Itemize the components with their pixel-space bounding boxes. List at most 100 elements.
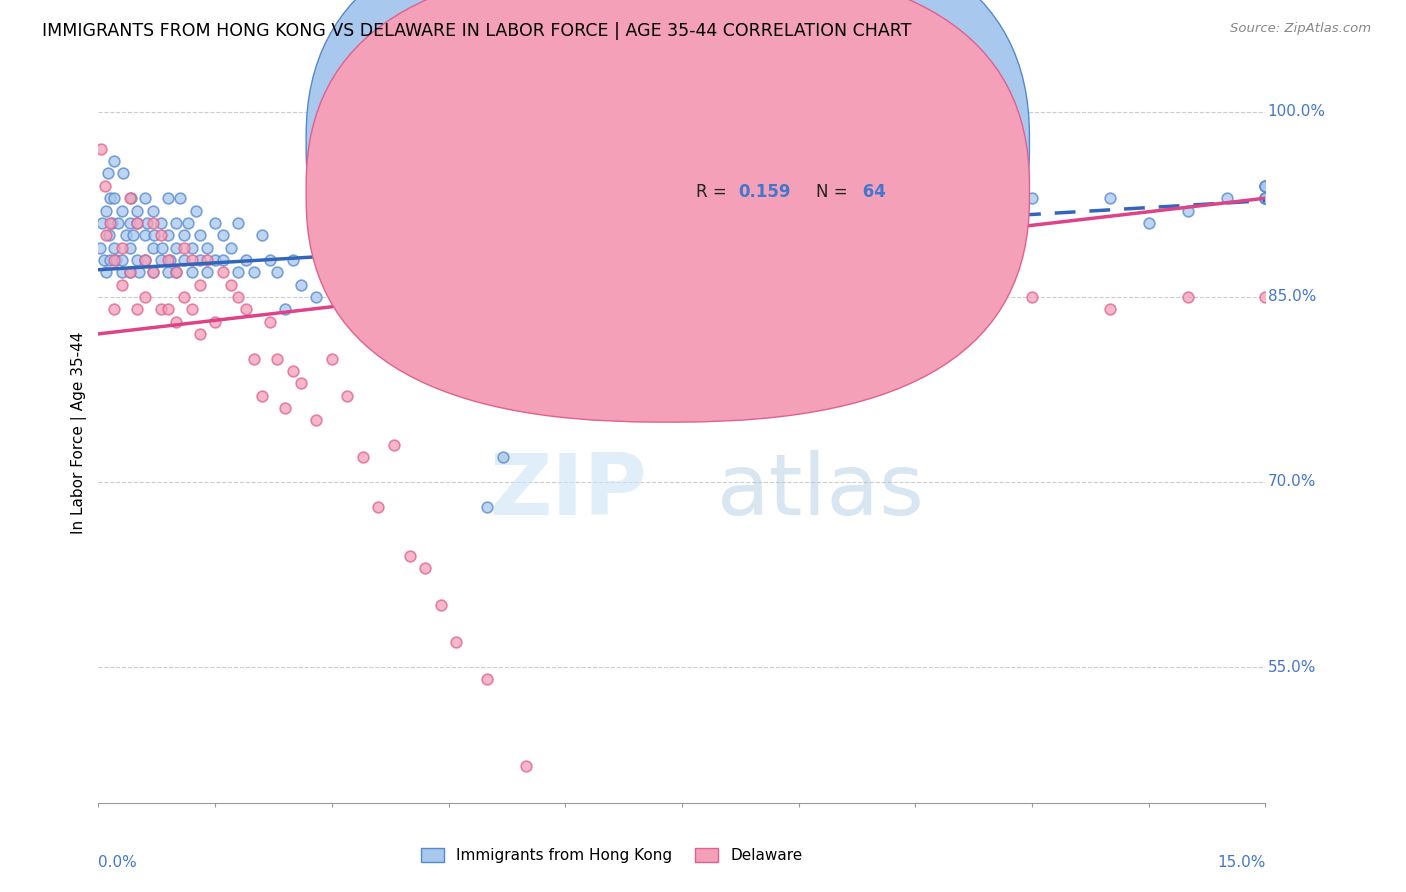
Point: [173, 252, 195, 267]
Text: atlas: atlas: [717, 450, 925, 533]
Point: [710, 290, 733, 304]
Point: [127, 252, 149, 267]
Point: [228, 216, 250, 230]
Point: [111, 252, 134, 267]
Point: [1254, 178, 1277, 193]
Point: [97, 228, 120, 243]
Point: [150, 240, 173, 255]
Text: 100.0%: 100.0%: [1268, 104, 1326, 120]
Point: [382, 438, 405, 452]
Point: [177, 216, 200, 230]
Point: [413, 561, 436, 575]
Point: [157, 191, 180, 205]
Point: [122, 228, 145, 243]
Point: [127, 216, 149, 230]
Point: [865, 302, 887, 317]
Point: [305, 290, 328, 304]
Point: [195, 240, 218, 255]
Point: [204, 216, 226, 230]
Point: [827, 216, 849, 230]
Point: [631, 302, 654, 317]
Point: [593, 240, 616, 255]
Point: [120, 191, 142, 205]
Point: [1021, 290, 1043, 304]
Point: [204, 252, 226, 267]
Point: [180, 302, 202, 317]
Point: [103, 302, 125, 317]
Point: [134, 290, 156, 304]
Point: [180, 265, 202, 279]
Point: [382, 252, 405, 267]
Point: [142, 265, 165, 279]
Point: [321, 252, 343, 267]
Point: [103, 154, 125, 169]
Point: [274, 401, 297, 415]
Point: [188, 252, 211, 267]
Point: [446, 635, 468, 649]
Text: N =: N =: [815, 183, 853, 201]
Point: [173, 240, 195, 255]
Point: [352, 450, 374, 465]
Point: [111, 240, 134, 255]
Point: [195, 252, 218, 267]
Point: [169, 191, 191, 205]
Point: [100, 216, 122, 230]
Point: [103, 191, 125, 205]
Point: [429, 252, 451, 267]
Point: [96, 265, 118, 279]
Point: [134, 252, 156, 267]
Point: [710, 216, 733, 230]
Point: [235, 252, 257, 267]
Legend: Immigrants from Hong Kong, Delaware: Immigrants from Hong Kong, Delaware: [415, 841, 808, 869]
Point: [142, 203, 165, 218]
Point: [134, 252, 156, 267]
Point: [157, 302, 180, 317]
Point: [1254, 191, 1277, 205]
Text: 55.0%: 55.0%: [1268, 659, 1316, 674]
Point: [492, 450, 515, 465]
Text: N =: N =: [815, 134, 853, 153]
Text: R =: R =: [696, 134, 733, 153]
Point: [305, 413, 328, 427]
Point: [134, 191, 156, 205]
Point: [212, 265, 235, 279]
Point: [90, 142, 112, 156]
Text: 0.159: 0.159: [738, 183, 790, 201]
Point: [149, 252, 172, 267]
Point: [569, 265, 592, 279]
Point: [212, 228, 235, 243]
Point: [107, 216, 129, 230]
Point: [336, 389, 359, 403]
Point: [98, 191, 121, 205]
Point: [111, 265, 134, 279]
Y-axis label: In Labor Force | Age 35-44: In Labor Force | Age 35-44: [72, 332, 87, 533]
Point: [250, 228, 273, 243]
Point: [111, 203, 134, 218]
Point: [290, 376, 312, 391]
Point: [188, 326, 211, 341]
Point: [352, 277, 374, 292]
Point: [149, 228, 172, 243]
Point: [631, 228, 654, 243]
Point: [103, 252, 125, 267]
Point: [188, 277, 211, 292]
Point: [142, 240, 165, 255]
Point: [290, 277, 312, 292]
Point: [118, 216, 141, 230]
Point: [89, 240, 111, 255]
Text: 110: 110: [858, 134, 891, 153]
Point: [165, 240, 187, 255]
Point: [96, 203, 118, 218]
Point: [180, 240, 202, 255]
Point: [104, 252, 127, 267]
Point: [165, 315, 187, 329]
Point: [1098, 302, 1121, 317]
FancyBboxPatch shape: [307, 0, 1029, 422]
Point: [97, 167, 120, 181]
Text: ZIP: ZIP: [489, 450, 647, 533]
Text: 85.0%: 85.0%: [1268, 289, 1316, 304]
Text: IMMIGRANTS FROM HONG KONG VS DELAWARE IN LABOR FORCE | AGE 35-44 CORRELATION CHA: IMMIGRANTS FROM HONG KONG VS DELAWARE IN…: [42, 22, 911, 40]
Point: [127, 216, 149, 230]
Point: [1254, 178, 1277, 193]
Point: [111, 277, 134, 292]
